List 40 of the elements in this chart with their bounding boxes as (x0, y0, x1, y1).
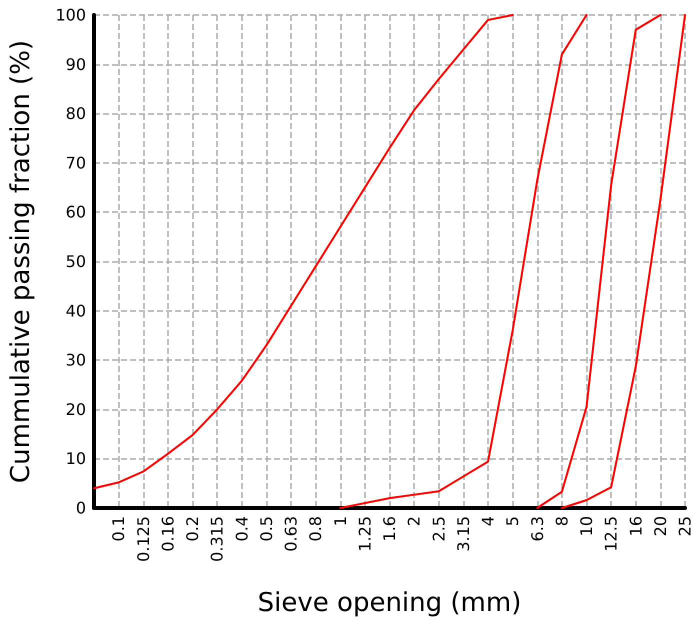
x-tick-label: 6.3 (528, 516, 547, 542)
x-tick-label: 0.2 (183, 516, 202, 542)
line-series (536, 14, 662, 509)
x-tick-label: 0.1 (109, 516, 128, 542)
x-tick-label: 10 (577, 516, 596, 536)
x-tick-label: 20 (650, 516, 670, 536)
y-tick-label: 90 (66, 54, 86, 74)
y-tick-label: 60 (66, 202, 86, 222)
x-tick-label: 25 (676, 516, 694, 536)
x-tick-label: 0.16 (158, 516, 178, 552)
x-tick-label: 12.5 (602, 516, 621, 552)
x-tick-label: 0.63 (282, 516, 300, 552)
x-tick-label: 0.5 (256, 516, 276, 542)
x-tick-label: 1 (330, 516, 350, 526)
line-series (339, 14, 588, 509)
x-tick-label: 0.4 (232, 516, 252, 542)
y-tick-label: 70 (66, 153, 86, 172)
y-tick-label: 20 (66, 400, 86, 419)
line-series (93, 14, 514, 490)
x-tick-label: 1.6 (380, 516, 399, 542)
x-axis-title: Sieve opening (mm) (258, 588, 522, 618)
x-tick-label: 2.5 (429, 516, 448, 542)
x-tick-label: 1.25 (355, 516, 374, 552)
x-tick-label: 16 (626, 516, 646, 536)
y-axis-title: Cummulative passing fraction (%) (6, 40, 36, 484)
y-tick-label: 40 (66, 301, 86, 320)
x-tick-label: 8 (552, 516, 572, 526)
y-tick-label: 0 (76, 498, 86, 518)
x-tick-label: 3.15 (454, 516, 473, 552)
x-tick-label: 2 (404, 516, 424, 526)
y-tick-label: 50 (66, 252, 86, 271)
y-tick-label: 30 (66, 350, 86, 370)
x-tick-label: 0.125 (134, 516, 153, 562)
y-tick-label: 80 (66, 104, 86, 124)
x-tick-label: 0.315 (208, 516, 227, 562)
x-tick-label: 0.8 (306, 516, 326, 542)
y-tick-label: 10 (66, 449, 86, 468)
y-tick-label: 100 (55, 6, 86, 24)
x-tick-label: 5 (503, 516, 522, 526)
x-tick-label: 4 (478, 516, 498, 526)
